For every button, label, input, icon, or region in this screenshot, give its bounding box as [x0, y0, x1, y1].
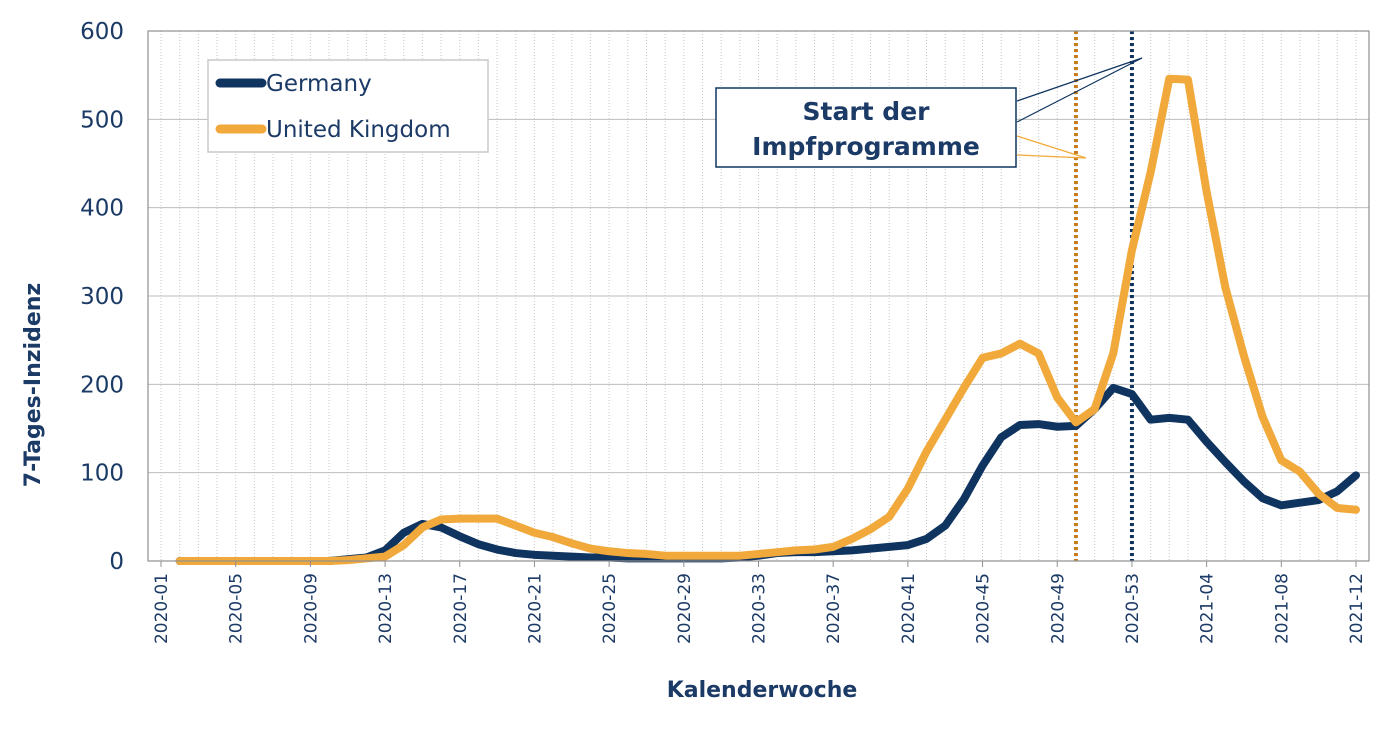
x-tick-label: 2020-45: [974, 573, 994, 644]
x-tick-label: 2020-09: [301, 573, 321, 644]
y-tick-label: 0: [109, 549, 124, 575]
y-tick-label: 200: [80, 372, 124, 398]
series-lines: [175, 74, 1360, 565]
x-tick-label: 2020-49: [1048, 573, 1068, 644]
legend-label-germany: Germany: [266, 71, 372, 97]
y-tick-label: 100: [80, 461, 124, 487]
annotation-callout: Start der Impfprogramme: [715, 57, 1143, 168]
x-tick-label: 2020-37: [824, 573, 844, 644]
legend-label-uk: United Kingdom: [266, 117, 451, 143]
x-tick-label: 2020-05: [227, 573, 247, 644]
x-tick-label: 2020-53: [1123, 573, 1143, 644]
callout-line-germany-2: [1016, 57, 1143, 123]
series-line-united-kingdom: [175, 74, 1360, 565]
x-tick-labels: 2020-01 2020-05 2020-09 2020-13 2020-17 2020-…: [152, 561, 1367, 644]
annotation-line1: Start der: [803, 97, 931, 126]
y-tick-labels: 0 100 200 300 400 500 600: [80, 19, 124, 575]
callout-line-uk-2: [1016, 154, 1087, 159]
x-tick-label: 2020-41: [899, 573, 919, 644]
y-tick-label: 600: [80, 19, 124, 45]
legend-box: [207, 59, 489, 153]
x-tick-label: 2020-01: [152, 573, 172, 644]
x-tick-label: 2020-29: [675, 573, 695, 644]
x-tick-label: 2020-13: [376, 573, 396, 644]
callout-line-germany-1: [1016, 57, 1143, 102]
annotation-line2: Impfprogramme: [752, 132, 980, 161]
y-axis-title: 7-Tages-Inzidenz: [21, 283, 46, 487]
y-tick-label: 300: [80, 284, 124, 310]
legend: Germany United Kingdom: [207, 59, 489, 153]
y-tick-label: 500: [80, 107, 124, 133]
y-tick-label: 400: [80, 196, 124, 222]
x-tick-label: 2021-04: [1198, 573, 1218, 644]
annotation-box: [715, 87, 1017, 168]
x-tick-label: 2020-21: [525, 573, 545, 644]
series-line-germany: [175, 383, 1360, 565]
grid: [148, 30, 1369, 562]
x-tick-label: 2020-17: [451, 573, 471, 644]
x-tick-label: 2021-08: [1272, 573, 1292, 644]
vaccination-markers: [1073, 31, 1134, 561]
callout-line-uk-1: [1016, 135, 1087, 159]
x-tick-label: 2020-25: [600, 573, 620, 644]
x-tick-label: 2021-12: [1347, 573, 1367, 644]
x-tick-label: 2020-33: [750, 573, 770, 644]
x-axis-title: Kalenderwoche: [667, 678, 858, 703]
